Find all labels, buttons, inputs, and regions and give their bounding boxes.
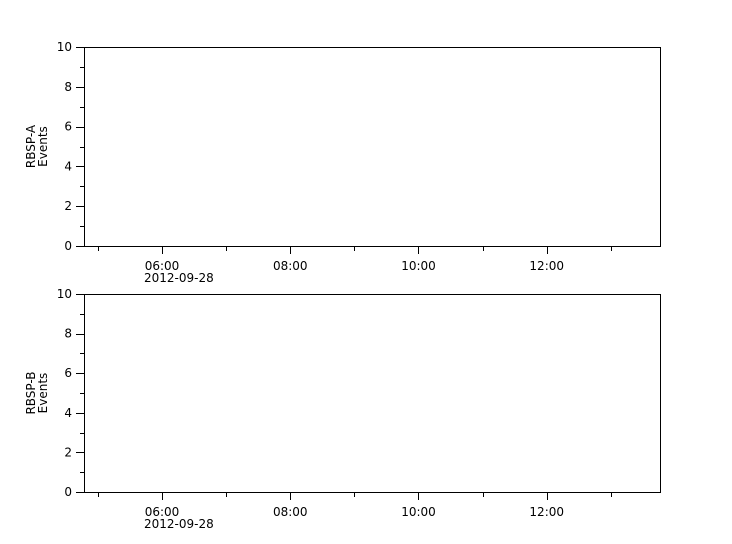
y-tick-label: 4: [64, 159, 72, 173]
y-tick-label: 2: [64, 445, 72, 459]
x-date-label: 2012-09-28: [144, 271, 214, 285]
y-tick-label: 8: [64, 80, 72, 94]
y-tick-label: 2: [64, 199, 72, 213]
panel-2: 0 2 4 6 8 10 06:00 08:00 10:00 12:00 2012-09-28 RBS…: [24, 287, 661, 531]
x-tick-label: 10:00: [401, 259, 436, 273]
y-axis-label: RBSP-A: [24, 124, 38, 168]
y-tick-label: 6: [64, 120, 72, 134]
x-tick-label: 06:00: [145, 259, 180, 273]
x-tick-label: 12:00: [529, 505, 564, 519]
plot-frame: [84, 47, 661, 247]
plot-frame: [84, 294, 661, 493]
y-tick-label: 6: [64, 366, 72, 380]
y-tick-label: 4: [64, 406, 72, 420]
x-tick-label: 10:00: [401, 505, 436, 519]
y-tick-label: 0: [64, 485, 72, 499]
y-tick-label: 10: [57, 287, 72, 301]
panel-1: 0 2 4 6 8 10 06:00 08:00 10:00 12:00 2012-09-28 RBS…: [24, 40, 661, 285]
x-tick-label: 08:00: [273, 505, 308, 519]
y-axis-label: Events: [36, 126, 50, 167]
x-tick-label: 08:00: [273, 259, 308, 273]
y-tick-label: 0: [64, 239, 72, 253]
y-axis-label: RBSP-B: [24, 371, 38, 414]
y-axis-label: Events: [36, 373, 50, 414]
x-tick-label: 06:00: [145, 505, 180, 519]
x-tick-label: 12:00: [529, 259, 564, 273]
y-tick-label: 8: [64, 327, 72, 341]
y-tick-label: 10: [57, 40, 72, 54]
x-date-label: 2012-09-28: [144, 517, 214, 531]
